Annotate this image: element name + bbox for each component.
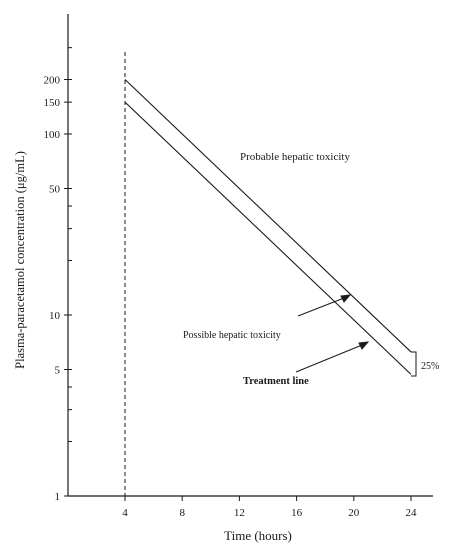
possible-toxicity-label: Possible hepatic toxicity xyxy=(183,330,281,341)
y-tick-label: 100 xyxy=(44,129,61,141)
x-axis-label: Time (hours) xyxy=(224,528,292,543)
axes xyxy=(67,14,433,497)
x-tick-label: 12 xyxy=(234,507,245,519)
y-axis-label: Plasma-paracetamol concentration (μg/mL) xyxy=(13,151,27,369)
possible-toxicity-arrow xyxy=(297,297,345,317)
x-tick-label: 8 xyxy=(179,507,185,519)
possible-toxicity-arrowhead xyxy=(340,294,352,303)
x-tick-label: 16 xyxy=(291,507,303,519)
treatment-line-arrow xyxy=(295,344,363,373)
pointer-arrows xyxy=(295,294,370,373)
ticks: 1 5 10 50 100 150 200 4 8 12 16 20 24 xyxy=(44,47,418,519)
treatment-line xyxy=(124,101,412,375)
y-tick-label: 50 xyxy=(49,183,61,195)
x-tick-label: 20 xyxy=(348,507,360,519)
percent-bracket xyxy=(411,351,417,377)
y-tick-label: 5 xyxy=(55,364,61,376)
probable-toxicity-line xyxy=(124,79,412,353)
probable-toxicity-label: Probable hepatic toxicity xyxy=(240,151,350,163)
y-tick-label: 200 xyxy=(44,75,61,87)
treatment-line-label: Treatment line xyxy=(243,376,309,387)
x-tick-label: 4 xyxy=(122,507,128,519)
x-tick-label: 24 xyxy=(406,507,418,519)
bracket-label: 25% xyxy=(421,361,439,372)
y-tick-label: 10 xyxy=(49,310,61,322)
treatment-line-arrowhead xyxy=(358,341,370,350)
y-tick-label: 150 xyxy=(44,97,61,109)
series xyxy=(124,79,412,375)
y-tick-label: 1 xyxy=(55,491,61,503)
